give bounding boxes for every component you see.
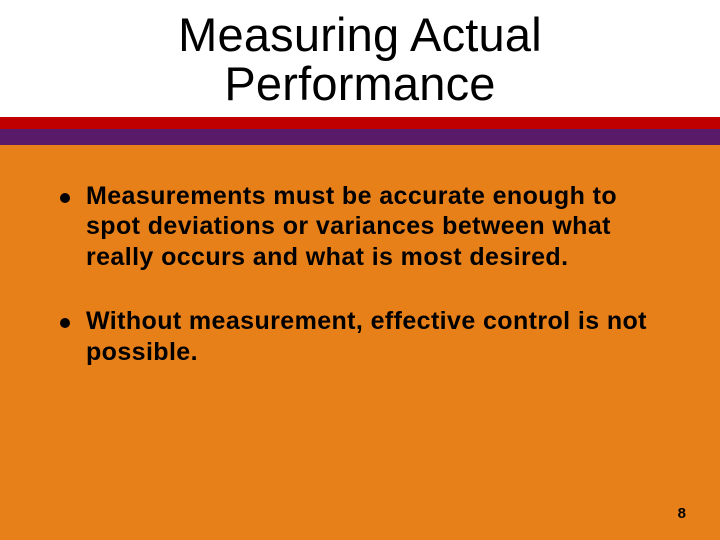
bullet-icon: [60, 193, 70, 203]
list-item: Without measurement, effective control i…: [60, 306, 672, 367]
slide: Measuring Actual Performance Measurement…: [0, 0, 720, 540]
bullet-text: Without measurement, effective control i…: [86, 306, 672, 367]
bullet-text: Measurements must be accurate enough to …: [86, 181, 672, 273]
title-area: Measuring Actual Performance: [0, 0, 720, 117]
divider-stripe-red: [0, 117, 720, 129]
page-number: 8: [678, 505, 686, 522]
slide-title: Measuring Actual Performance: [0, 10, 720, 109]
divider-stripe-purple: [0, 129, 720, 145]
title-line-2: Performance: [224, 57, 495, 110]
content-area: Measurements must be accurate enough to …: [0, 145, 720, 368]
title-line-1: Measuring Actual: [178, 8, 542, 61]
bullet-icon: [60, 318, 70, 328]
list-item: Measurements must be accurate enough to …: [60, 181, 672, 273]
